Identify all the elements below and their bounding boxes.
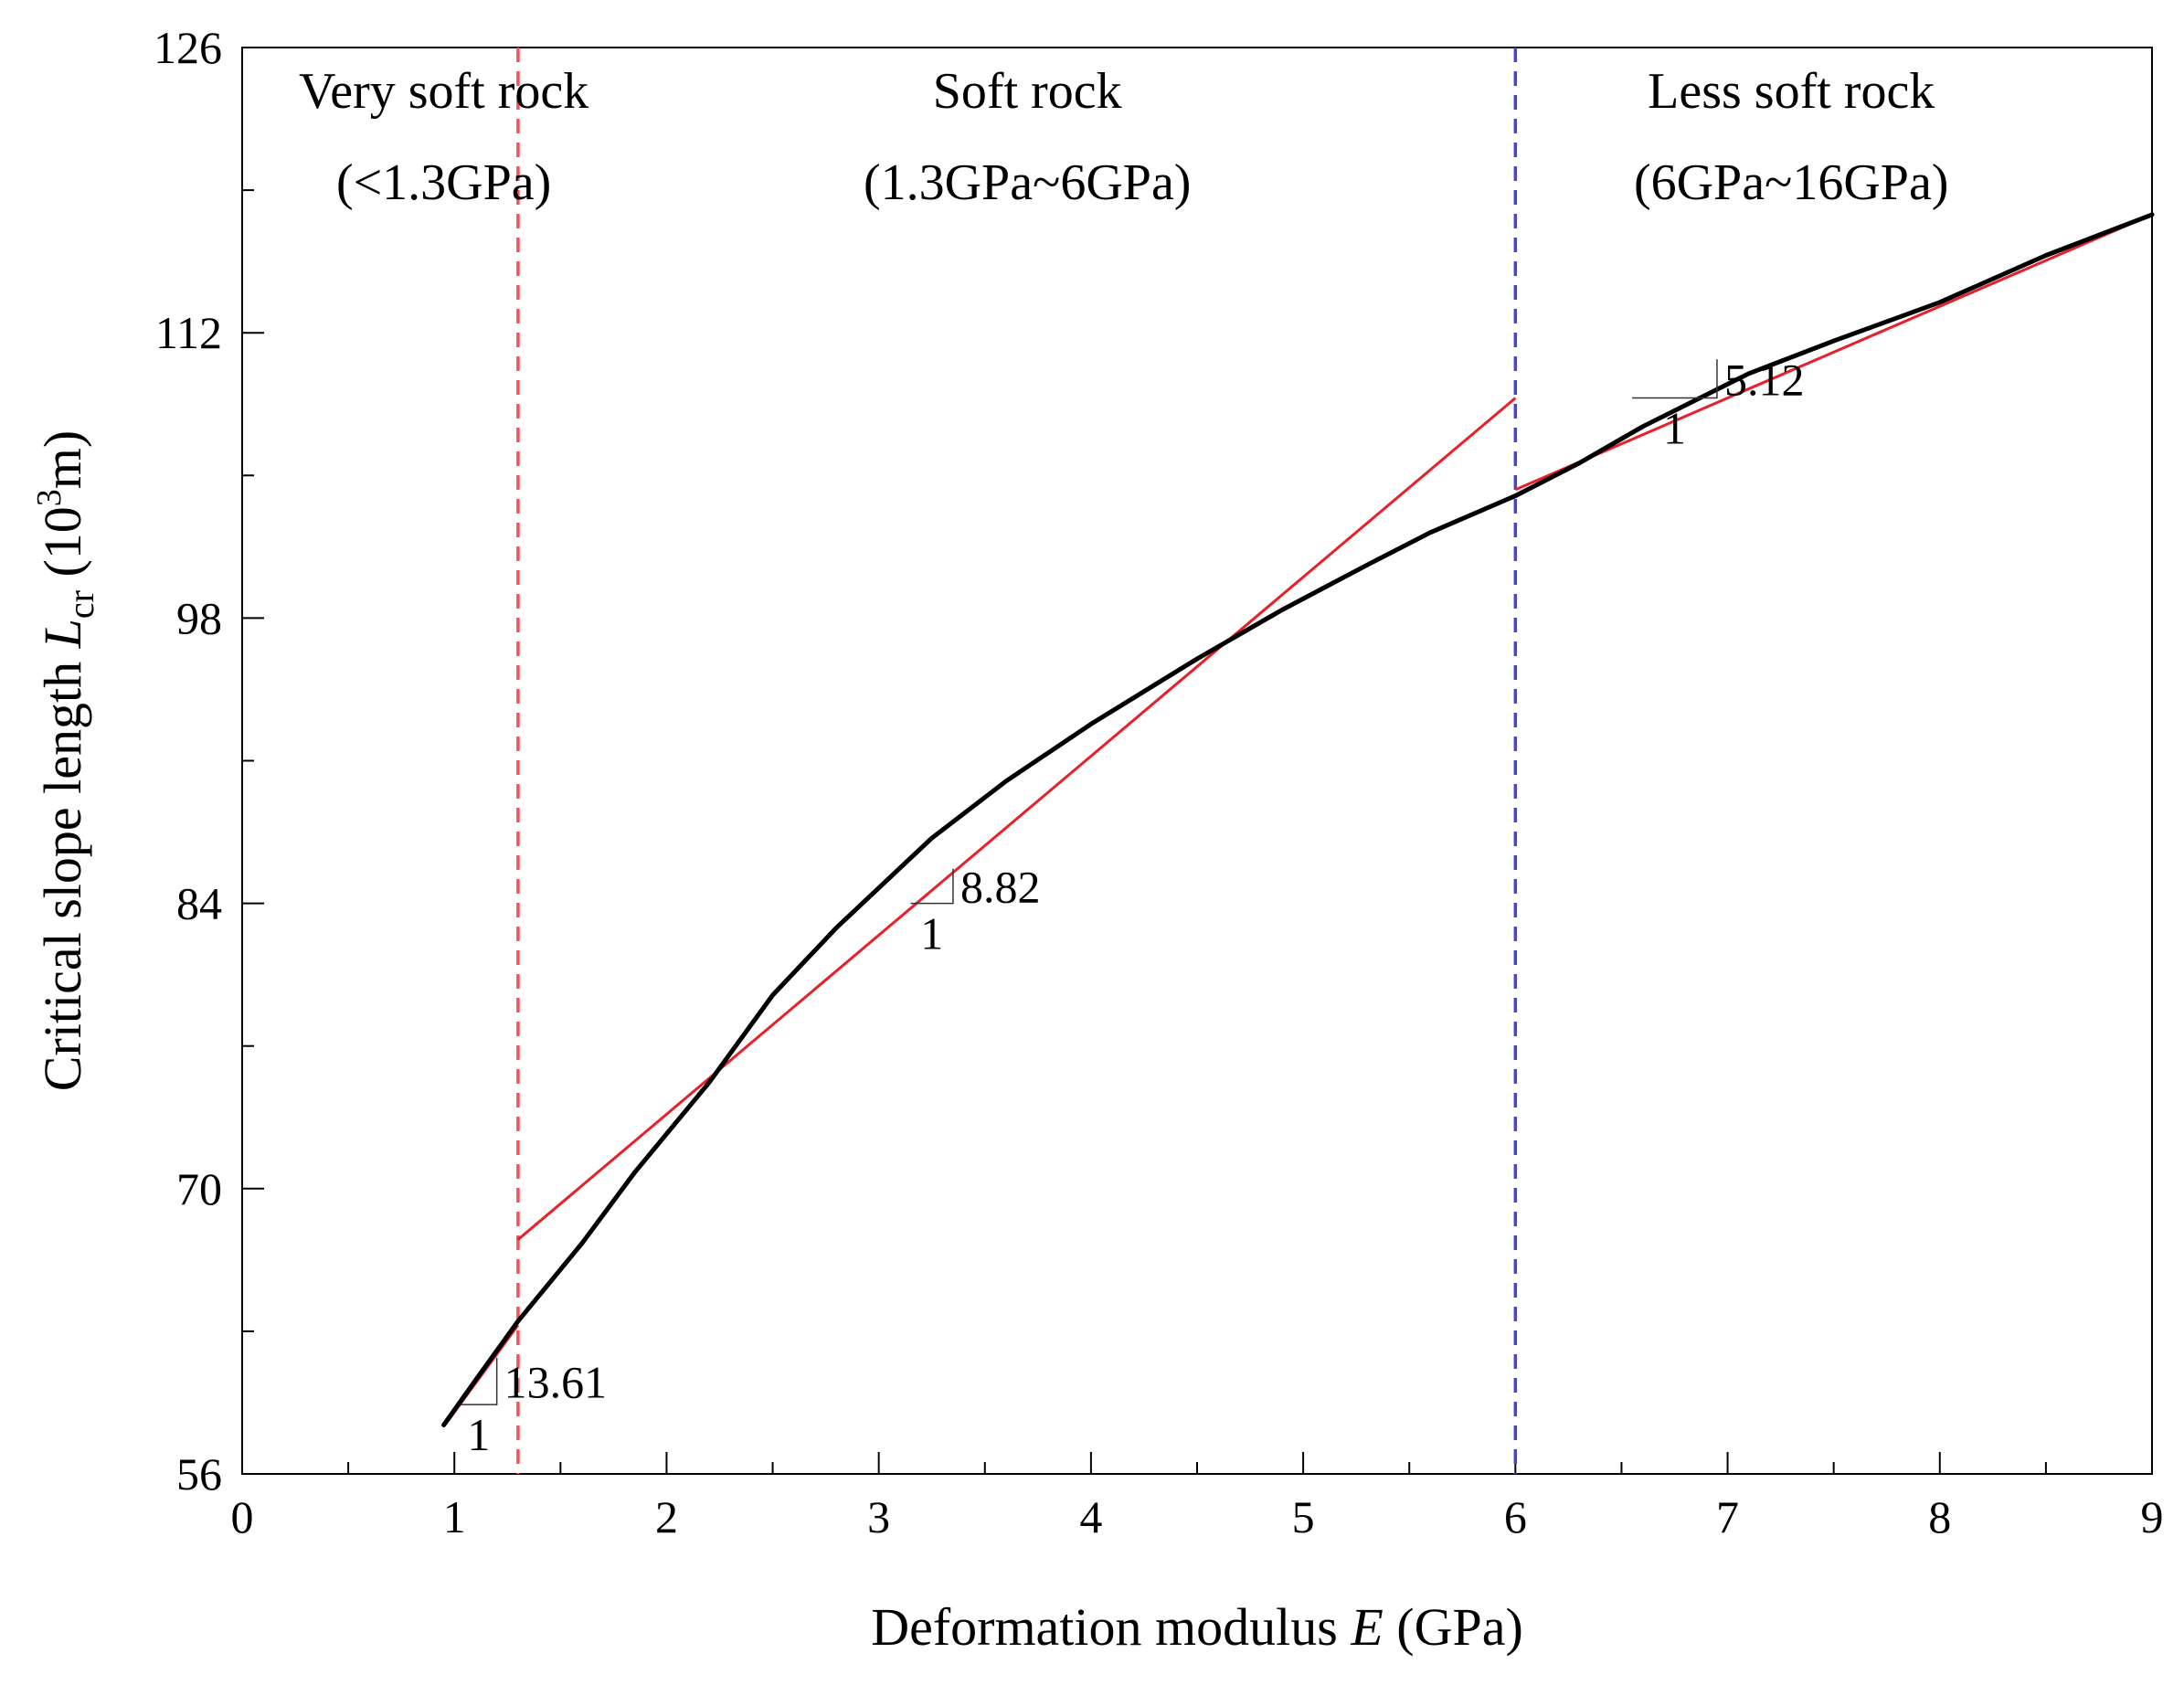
x-tick-label: 6 (1504, 1491, 1527, 1542)
slope-8-82-triangle (910, 868, 954, 905)
region-less-soft-range: (6GPa~16GPa) (1634, 154, 1948, 211)
slope-5-12-unit-label: 1 (1663, 403, 1686, 454)
y-tick-label: 70 (176, 1163, 222, 1214)
x-tick-label: 4 (1079, 1491, 1102, 1542)
y-tick-label: 56 (176, 1448, 222, 1500)
region-soft-range: (1.3GPa~6GPa) (864, 154, 1191, 211)
slope-5-12-label: 5.12 (1724, 354, 1805, 405)
slope-13-61-triangle (461, 1357, 498, 1405)
slope-8-82-label: 8.82 (960, 862, 1041, 913)
fit-soft-line (516, 397, 1517, 1241)
plot-frame (241, 47, 2153, 1475)
slope-5-12-triangle (1632, 359, 1718, 399)
region-soft-title: Soft rock (933, 63, 1122, 120)
y-axis-title: Critical slope length Lcr (103m) (30, 430, 101, 1091)
x-tick-label: 2 (655, 1491, 678, 1542)
x-tick-label: 8 (1928, 1491, 1951, 1542)
x-axis-title: Deformation modulus E (GPa) (871, 1597, 1523, 1657)
region-less-soft-title: Less soft rock (1648, 63, 1935, 120)
slope-8-82-unit-label: 1 (920, 908, 943, 959)
y-tick-label: 126 (154, 22, 222, 73)
region-very-soft-range: (<1.3GPa) (336, 154, 551, 211)
x-tick-label: 9 (2141, 1491, 2164, 1542)
region-very-soft-title: Very soft rock (299, 63, 588, 120)
fit-less-soft-line (1514, 213, 2153, 492)
data-curve (441, 212, 2155, 1427)
y-tick-label: 84 (176, 878, 222, 929)
x-tick-label: 0 (231, 1491, 254, 1542)
y-tick-label: 98 (176, 592, 222, 643)
slope-13-61-unit-label: 1 (467, 1409, 490, 1460)
x-tick-label: 1 (443, 1491, 466, 1542)
x-tick-label: 7 (1716, 1491, 1739, 1542)
x-tick-label: 3 (867, 1491, 890, 1542)
y-tick-label: 112 (155, 307, 222, 358)
x-tick-label: 5 (1292, 1491, 1315, 1542)
slope-13-61-label: 13.61 (504, 1357, 608, 1408)
